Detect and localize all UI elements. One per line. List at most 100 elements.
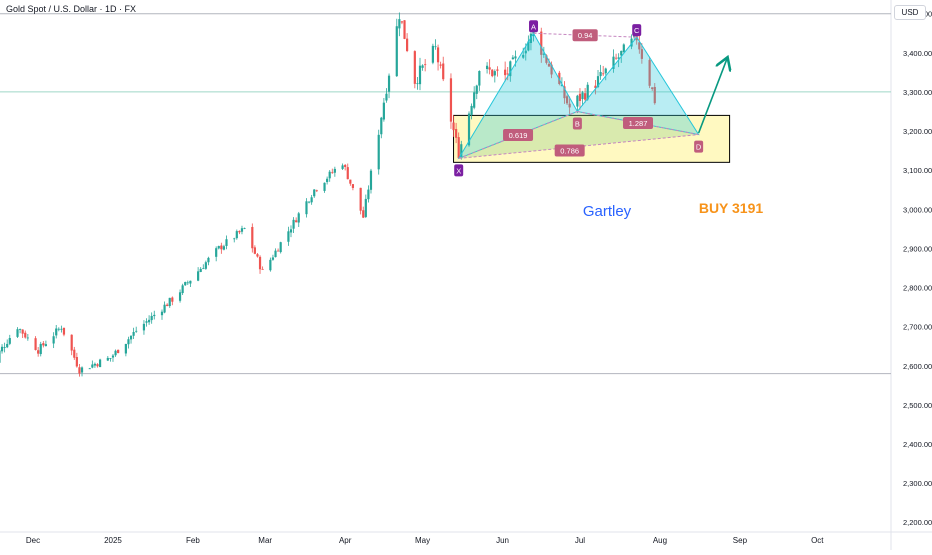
- pattern-point-badge: [632, 24, 642, 37]
- pattern-point-label: A: [531, 22, 536, 31]
- candle-body: [421, 65, 424, 68]
- candle-body: [434, 46, 437, 48]
- candle-body: [596, 76, 600, 87]
- candle-body: [150, 315, 153, 321]
- candle-body: [460, 144, 463, 159]
- candle-body: [57, 328, 60, 330]
- candle-body: [540, 31, 543, 55]
- x-tick-label: Feb: [186, 536, 200, 545]
- y-axis-panel[interactable]: [891, 0, 932, 550]
- candle-body: [261, 268, 264, 270]
- candle-body: [511, 57, 514, 60]
- ratio-label: 0.619: [509, 131, 528, 140]
- ratio-label-bg: [623, 117, 654, 130]
- candle-body: [217, 246, 220, 249]
- candle-body: [171, 297, 174, 302]
- candle-body: [62, 327, 66, 335]
- candle-body: [542, 53, 545, 55]
- candle-body: [449, 78, 453, 122]
- candle-body: [39, 343, 42, 355]
- pattern-point-badge: [572, 117, 582, 130]
- candle-body: [550, 64, 553, 75]
- candle-body: [0, 350, 1, 363]
- candle-body: [251, 226, 254, 249]
- candle-body: [178, 292, 182, 301]
- candle-body: [199, 268, 202, 272]
- candle-body: [24, 332, 27, 338]
- ratio-label: 0.786: [560, 146, 579, 155]
- candle-body: [37, 350, 40, 354]
- x-tick-label: Oct: [811, 536, 824, 545]
- candle-body: [323, 182, 326, 191]
- candle-body: [129, 335, 133, 340]
- candle-body: [612, 56, 615, 69]
- target-arrow[interactable]: [697, 59, 727, 134]
- candle-body: [349, 179, 352, 184]
- candle-body: [287, 231, 290, 242]
- candle-body: [297, 213, 300, 223]
- candle-body: [19, 329, 22, 330]
- candle-body: [163, 304, 166, 313]
- candle-body: [622, 44, 625, 53]
- candle-body: [594, 85, 597, 89]
- y-axis-ticks: 3,500.003,400.003,300.003,200.003,100.00…: [903, 10, 932, 528]
- candle-body: [514, 56, 517, 59]
- candle-body: [98, 359, 102, 368]
- candle-body: [21, 329, 24, 334]
- candle-body: [333, 168, 336, 173]
- candle-body: [60, 328, 63, 330]
- candle-body: [204, 262, 207, 269]
- candle-body: [400, 21, 404, 23]
- candle-body: [640, 49, 643, 59]
- candle-body: [436, 47, 440, 63]
- candle-body: [398, 19, 401, 29]
- candle-body: [470, 105, 473, 116]
- candle-body: [620, 50, 623, 56]
- ratio-label: 1.287: [629, 119, 648, 128]
- candle-body: [310, 197, 313, 203]
- candle-body: [604, 68, 607, 74]
- candle-body: [114, 350, 117, 356]
- candle-body: [160, 311, 164, 316]
- candle-body: [493, 71, 496, 76]
- candle-body: [416, 83, 419, 85]
- candle-body: [630, 38, 633, 47]
- currency-button[interactable]: USD: [894, 5, 926, 20]
- x-tick-label: Mar: [258, 536, 272, 545]
- x-tick-label: May: [415, 536, 430, 545]
- candle-body: [418, 65, 422, 85]
- candle-body: [344, 164, 347, 167]
- candle-body: [3, 347, 6, 348]
- candle-body: [473, 92, 476, 108]
- pattern-name: Gartley: [583, 203, 632, 220]
- horizontal-lines: [0, 13, 891, 375]
- candle-body: [106, 357, 109, 361]
- candle-body: [563, 86, 566, 99]
- ratio-label: 0.94: [578, 31, 593, 40]
- candle-body: [207, 257, 210, 263]
- candle-body: [240, 228, 244, 232]
- candle-body: [524, 50, 527, 54]
- pattern-point-label: D: [696, 143, 702, 152]
- candle-body: [253, 247, 256, 254]
- candle-body: [292, 219, 295, 229]
- candle-body: [568, 103, 571, 108]
- candle-body: [96, 364, 99, 367]
- candle-body: [431, 45, 434, 63]
- candle-body: [578, 93, 582, 101]
- candle-body: [215, 248, 218, 257]
- candle-body: [75, 357, 78, 367]
- candle-body: [153, 314, 156, 317]
- candle-body: [403, 20, 406, 39]
- y-tick-label: 3,200.00: [903, 127, 932, 136]
- candle-body: [111, 355, 115, 358]
- x-tick-label: Apr: [339, 536, 352, 545]
- candle-body: [135, 330, 138, 332]
- candle-body: [351, 184, 355, 188]
- candle-body: [385, 93, 388, 101]
- x-tick-label: Jul: [575, 536, 585, 545]
- candle-body: [364, 198, 367, 217]
- candle-body: [478, 71, 481, 86]
- candle-body: [455, 129, 458, 138]
